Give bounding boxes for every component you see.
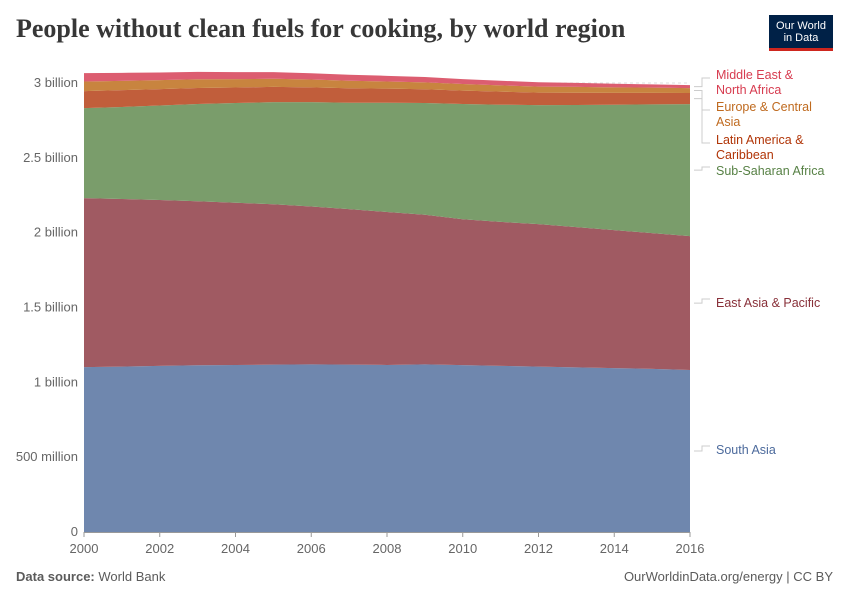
y-tick-label: 500 million: [16, 449, 78, 464]
source-value: World Bank: [98, 569, 166, 584]
owid-logo[interactable]: Our World in Data: [769, 15, 833, 51]
legend-connector: [694, 98, 710, 144]
legend-connector: [694, 166, 710, 171]
legend-label: East Asia & Pacific: [716, 296, 820, 310]
legend-connector: [694, 445, 710, 452]
area-europe-central-asia: [84, 78, 690, 94]
chart-title: People without clean fuels for cooking, …: [16, 14, 626, 43]
logo-line2: in Data: [783, 32, 819, 44]
logo-line1: Our World: [776, 20, 826, 32]
x-tick-label: 2004: [221, 541, 250, 556]
y-tick-label: 2.5 billion: [23, 150, 78, 165]
legend-connector: [694, 298, 710, 304]
area-south-asia: [84, 364, 690, 532]
source-label: Data source:: [16, 569, 95, 584]
x-tick-label: 2002: [145, 541, 174, 556]
y-tick-label: 1 billion: [34, 374, 78, 389]
legend-label: Sub-Saharan Africa: [716, 164, 824, 178]
data-source: Data source: World Bank: [16, 569, 165, 584]
area-middle-east-north-africa: [84, 71, 690, 89]
legend-connector: [694, 77, 710, 88]
legend-label: Middle East & North Africa: [716, 68, 794, 97]
y-tick-label: 0: [71, 524, 78, 539]
y-tick-label: 1.5 billion: [23, 300, 78, 315]
legend-connector: [694, 90, 710, 111]
x-tick-label: 2006: [297, 541, 326, 556]
x-tick-label: 2008: [373, 541, 402, 556]
x-tick-label: 2014: [600, 541, 629, 556]
credit-link[interactable]: OurWorldinData.org/energy | CC BY: [623, 569, 833, 584]
legend-label: Latin America & Caribbean: [716, 133, 804, 162]
area-east-asia-pacific: [84, 198, 690, 371]
x-tick-label: 2016: [676, 541, 705, 556]
legend-label: Europe & Central Asia: [716, 100, 812, 129]
x-tick-label: 2012: [524, 541, 553, 556]
legend-label: South Asia: [716, 443, 776, 457]
y-tick-label: 3 billion: [34, 75, 78, 90]
x-tick-label: 2010: [448, 541, 477, 556]
area-latin-america-caribbean: [84, 86, 690, 109]
y-tick-label: 2 billion: [34, 225, 78, 240]
area-sub-saharan-africa: [84, 102, 690, 237]
x-tick-label: 2000: [70, 541, 99, 556]
